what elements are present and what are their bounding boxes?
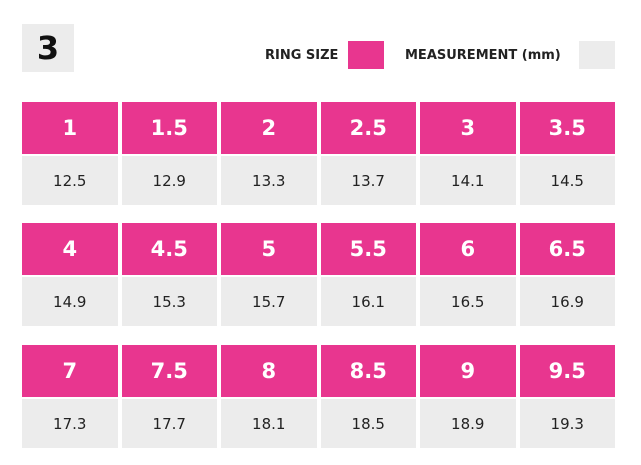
ring-size-row: 7 7.5 8 8.5 9 9.5 <box>22 345 615 397</box>
chart-number-badge: 3 <box>22 24 74 72</box>
ring-size-cell: 5.5 <box>320 223 416 275</box>
ring-size-cell: 2.5 <box>320 102 416 154</box>
ring-size-cell: 8.5 <box>320 345 416 397</box>
ring-size-cell: 7 <box>22 345 118 397</box>
ring-size-cell: 3 <box>420 102 516 154</box>
measurement-cell: 16.9 <box>519 277 615 326</box>
ring-size-cell: 9.5 <box>519 345 615 397</box>
measurement-row: 17.3 17.7 18.1 18.5 18.9 19.3 <box>22 399 615 448</box>
measurement-cell: 18.5 <box>320 399 416 448</box>
ring-size-cell: 7.5 <box>121 345 217 397</box>
measurement-cell: 17.3 <box>22 399 118 448</box>
measurement-cell: 14.1 <box>420 156 516 205</box>
size-group-2: 4 4.5 5 5.5 6 6.5 14.9 15.3 15.7 16.1 16… <box>22 223 615 326</box>
ring-size-cell: 4 <box>22 223 118 275</box>
size-group-3: 7 7.5 8 8.5 9 9.5 17.3 17.7 18.1 18.5 18… <box>22 345 615 448</box>
ring-size-cell: 5 <box>221 223 317 275</box>
legend-measurement-swatch <box>578 41 615 69</box>
ring-size-cell: 4.5 <box>121 223 217 275</box>
legend-ring-size-swatch <box>348 41 385 69</box>
ring-size-cell: 3.5 <box>519 102 615 154</box>
ring-size-cell: 1.5 <box>121 102 217 154</box>
measurement-cell: 19.3 <box>519 399 615 448</box>
legend-measurement: MEASUREMENT (mm) <box>405 41 615 69</box>
ring-size-cell: 6.5 <box>519 223 615 275</box>
measurement-cell: 14.9 <box>22 277 118 326</box>
legend-measurement-label: MEASUREMENT (mm) <box>405 47 561 63</box>
measurement-row: 14.9 15.3 15.7 16.1 16.5 16.9 <box>22 277 615 326</box>
measurement-cell: 16.5 <box>420 277 516 326</box>
measurement-cell: 15.3 <box>121 277 217 326</box>
measurement-row: 12.5 12.9 13.3 13.7 14.1 14.5 <box>22 156 615 205</box>
ring-size-row: 1 1.5 2 2.5 3 3.5 <box>22 102 615 154</box>
measurement-cell: 15.7 <box>221 277 317 326</box>
measurement-cell: 16.1 <box>320 277 416 326</box>
measurement-cell: 14.5 <box>519 156 615 205</box>
measurement-cell: 13.3 <box>221 156 317 205</box>
ring-size-cell: 9 <box>420 345 516 397</box>
measurement-cell: 13.7 <box>320 156 416 205</box>
ring-size-row: 4 4.5 5 5.5 6 6.5 <box>22 223 615 275</box>
ring-size-cell: 2 <box>221 102 317 154</box>
measurement-cell: 12.9 <box>121 156 217 205</box>
measurement-cell: 18.1 <box>221 399 317 448</box>
ring-size-cell: 1 <box>22 102 118 154</box>
legend-ring-size: RING SIZE <box>265 41 385 69</box>
ring-size-cell: 6 <box>420 223 516 275</box>
measurement-cell: 18.9 <box>420 399 516 448</box>
size-group-1: 1 1.5 2 2.5 3 3.5 12.5 12.9 13.3 13.7 14… <box>22 102 615 205</box>
measurement-cell: 12.5 <box>22 156 118 205</box>
legend-ring-size-label: RING SIZE <box>265 47 339 63</box>
measurement-cell: 17.7 <box>121 399 217 448</box>
ring-size-cell: 8 <box>221 345 317 397</box>
